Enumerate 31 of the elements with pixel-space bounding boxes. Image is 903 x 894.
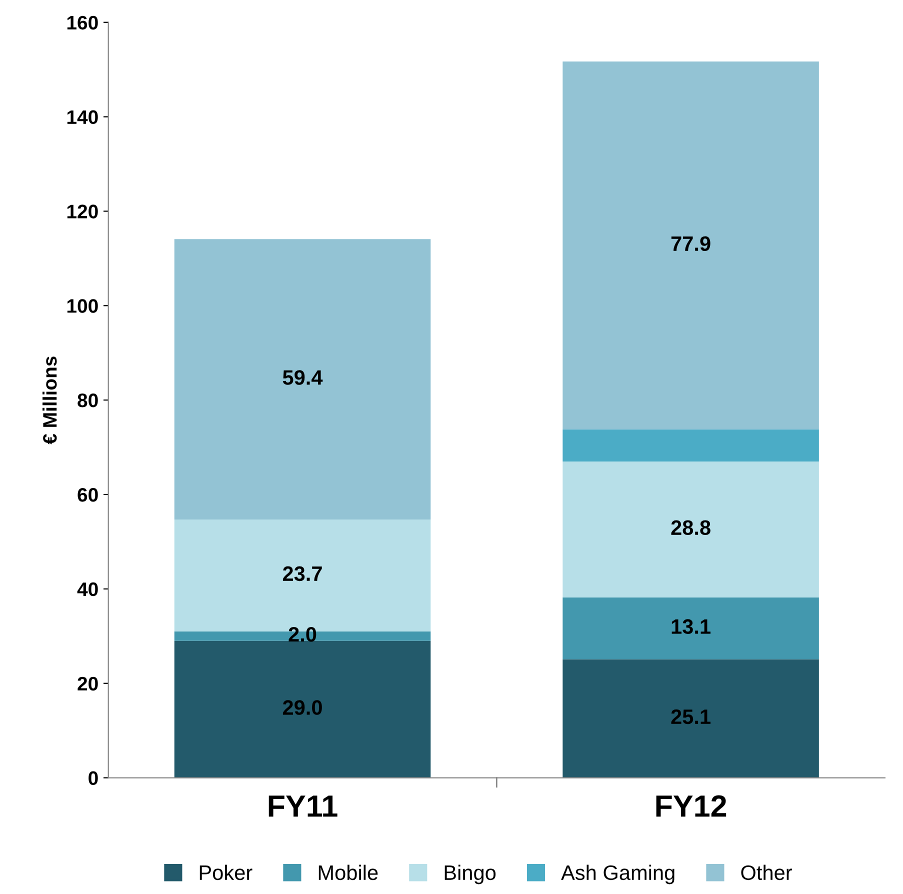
- data-label: 23.7: [282, 566, 322, 582]
- y-tick-label: 160: [67, 16, 98, 30]
- legend-label: Ash Gaming: [561, 864, 674, 884]
- bar: [562, 659, 819, 778]
- bar: [174, 640, 431, 778]
- data-label: 25.1: [671, 709, 710, 724]
- y-tick-label: 60: [78, 488, 98, 502]
- bar: [562, 597, 819, 660]
- y-tick-label: 20: [78, 676, 98, 691]
- bar: [174, 239, 431, 520]
- data-label: 28.8: [671, 520, 710, 536]
- y-tick-label: 40: [77, 582, 98, 596]
- data-label: 59.4: [282, 370, 323, 385]
- data-label: 13.1: [672, 619, 710, 634]
- y-tick-label: 0: [88, 771, 98, 786]
- legend-label: Poker: [200, 864, 252, 880]
- y-tick-label: 140: [67, 110, 98, 124]
- x-tick-label: FY12: [656, 795, 726, 817]
- y-axis-title: € Millions: [42, 356, 57, 444]
- bar: [562, 429, 819, 462]
- x-tick-label: FY11: [268, 796, 338, 817]
- legend-label: Mobile: [318, 864, 378, 880]
- data-label: 29.0: [282, 700, 322, 715]
- y-tick-label: 120: [67, 204, 98, 218]
- data-label: 77.9: [671, 236, 710, 252]
- y-tick-label: 80: [78, 394, 98, 408]
- legend-label: Other: [741, 864, 792, 880]
- legend-label: Bingo: [444, 864, 496, 884]
- y-tick-label: 100: [67, 299, 98, 313]
- bar: [562, 461, 819, 598]
- bar: [562, 62, 819, 430]
